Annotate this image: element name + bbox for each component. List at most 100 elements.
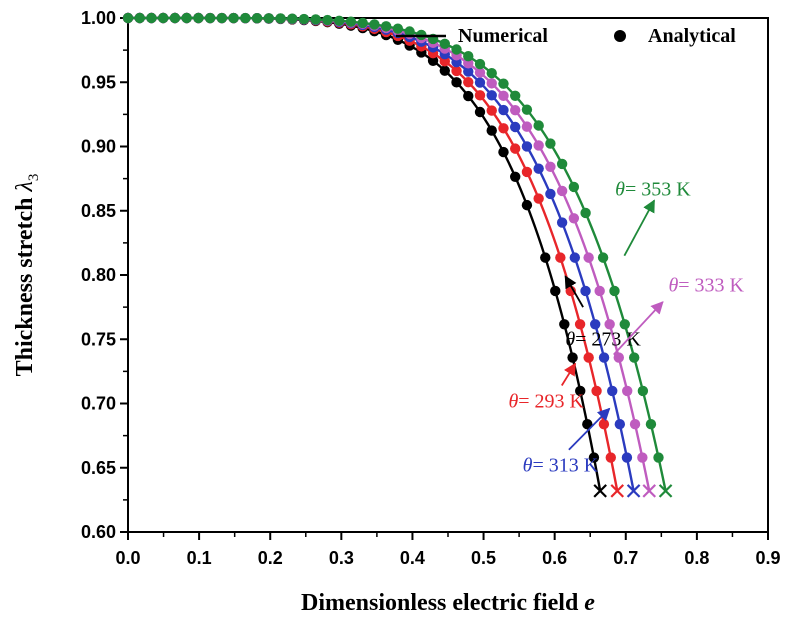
- end-cross: [610, 484, 625, 498]
- y-tick-label: 0.70: [81, 394, 116, 414]
- analytical-point: [555, 252, 566, 263]
- analytical-point: [463, 76, 474, 88]
- analytical-point: [583, 352, 594, 363]
- analytical-point: [545, 138, 556, 149]
- analytical-point: [404, 26, 415, 37]
- analytical-point: [510, 121, 521, 133]
- analytical-point: [322, 14, 333, 26]
- legend-dot-marker: [614, 30, 626, 42]
- analytical-point: [591, 385, 602, 397]
- analytical-point: [622, 385, 633, 397]
- analytical-point: [486, 105, 497, 116]
- x-tick-label: 0.3: [329, 548, 354, 568]
- annotation-arrow: [613, 301, 664, 356]
- analytical-point: [158, 12, 169, 24]
- annotation-label: θ= 333 K: [668, 275, 744, 297]
- analytical-point: [613, 352, 624, 363]
- analytical-point: [498, 104, 509, 116]
- annotation-arrow: [623, 199, 656, 257]
- annotation-value: = 333 K: [678, 275, 744, 297]
- y-tick-label: 0.60: [81, 522, 116, 542]
- analytical-point: [275, 13, 286, 24]
- analytical-point: [463, 51, 474, 62]
- analytical-point: [334, 15, 345, 26]
- annotation-theta: θ: [523, 455, 533, 477]
- analytical-point: [521, 141, 533, 152]
- analytical-point: [474, 58, 486, 70]
- analytical-point: [510, 171, 521, 182]
- analytical-point: [498, 146, 509, 158]
- analytical-point: [298, 13, 310, 25]
- analytical-point: [582, 419, 593, 430]
- analytical-point: [653, 452, 664, 463]
- x-axis-title: Dimensionless electric field e: [301, 590, 595, 616]
- x-tick-label: 0.5: [471, 548, 496, 568]
- analytical-point: [590, 319, 601, 330]
- y-tick-label: 0.85: [81, 201, 116, 221]
- analytical-point: [533, 140, 544, 151]
- analytical-point: [345, 16, 357, 27]
- y-tick-label: 0.75: [81, 329, 116, 349]
- analytical-point: [588, 452, 600, 463]
- y-tick-label: 0.95: [81, 72, 116, 92]
- analytical-point: [569, 252, 581, 263]
- analytical-point: [637, 385, 649, 397]
- x-tick-label: 0.1: [187, 548, 212, 568]
- analytical-point: [510, 90, 521, 101]
- analytical-point: [545, 188, 556, 200]
- analytical-point: [216, 12, 228, 24]
- end-cross: [642, 484, 657, 498]
- x-tick-label: 0.7: [613, 548, 638, 568]
- analytical-point: [439, 38, 450, 49]
- analytical-point: [439, 65, 450, 76]
- analytical-point: [619, 319, 630, 330]
- analytical-point: [567, 352, 578, 363]
- analytical-point: [580, 285, 591, 297]
- annotation-arrow: [561, 362, 577, 386]
- analytical-point: [540, 252, 551, 263]
- analytical-point: [533, 193, 544, 204]
- y-axis-title: Thickness stretch λ3: [12, 174, 42, 377]
- analytical-point: [204, 12, 216, 24]
- analytical-point: [474, 106, 486, 118]
- x-tick-label: 0.9: [755, 548, 780, 568]
- analytical-point: [545, 161, 556, 172]
- analytical-point: [521, 104, 533, 115]
- analytical-point: [486, 90, 497, 101]
- analytical-point: [510, 104, 521, 116]
- y-tick-label: 0.90: [81, 137, 116, 157]
- annotation-theta: θ: [668, 275, 678, 297]
- analytical-point: [645, 419, 657, 430]
- annotation-label: θ= 293 K: [508, 390, 584, 412]
- x-tick-label: 0.2: [258, 548, 283, 568]
- analytical-point: [181, 12, 192, 24]
- analytical-point: [498, 90, 509, 102]
- analytical-point: [533, 120, 544, 131]
- series-line: [128, 16, 602, 492]
- analytical-point: [486, 125, 497, 136]
- annotation-value: = 273 K: [575, 329, 641, 351]
- y-tick-label: 0.80: [81, 265, 116, 285]
- x-axis-variable: e: [584, 590, 595, 616]
- analytical-point: [621, 452, 633, 463]
- analytical-point: [533, 163, 544, 174]
- analytical-point: [629, 419, 641, 430]
- analytical-point: [580, 207, 591, 219]
- analytical-point: [427, 55, 439, 66]
- x-tick-label: 0.8: [684, 548, 709, 568]
- analytical-point: [240, 12, 251, 24]
- analytical-point: [486, 78, 497, 89]
- end-cross: [626, 484, 641, 498]
- y-axis-subscript: 3: [26, 174, 42, 182]
- analytical-point: [604, 319, 615, 330]
- annotation-label: θ= 273 K: [565, 329, 641, 351]
- y-axis-variable: λ: [12, 181, 38, 192]
- analytical-point: [287, 13, 298, 24]
- annotation-arrow: [568, 407, 611, 451]
- analytical-point: [486, 67, 497, 79]
- analytical-point: [568, 181, 580, 193]
- analytical-point: [510, 143, 521, 154]
- analytical-point: [474, 67, 486, 78]
- analytical-point: [146, 12, 157, 24]
- legend: Numerical Analytical: [396, 25, 736, 47]
